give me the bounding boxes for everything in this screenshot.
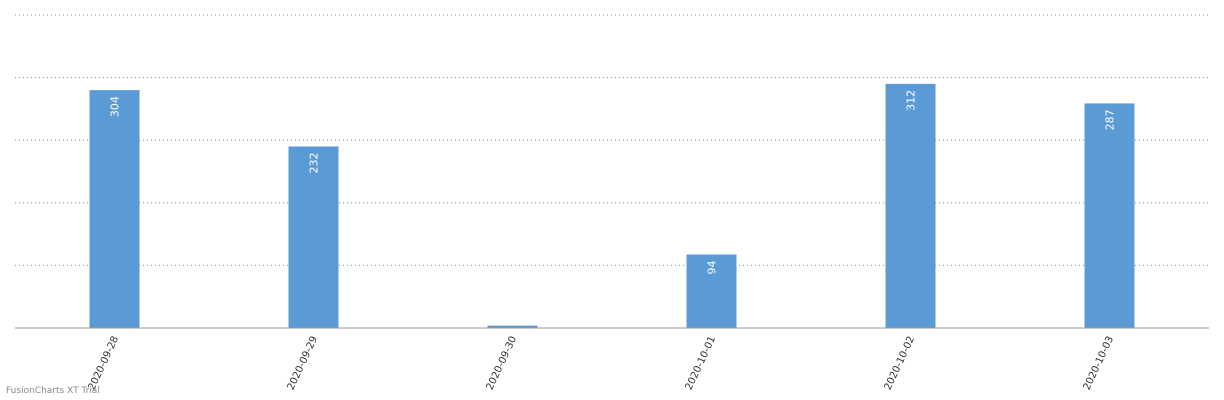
bar-2020-10-01[interactable] xyxy=(686,254,737,328)
data-label: 287 xyxy=(1104,109,1117,130)
watermark-text: FusionCharts XT Trial xyxy=(6,386,100,396)
bar-2020-09-30[interactable] xyxy=(487,325,538,328)
x-tick-label: 2020-09-28 xyxy=(87,335,122,392)
bar-2020-10-02[interactable] xyxy=(885,83,936,328)
bar-2020-09-28[interactable] xyxy=(89,90,140,329)
x-axis-tick-labels: 2020-09-28 2020-09-29 2020-09-30 2020-10-01… xyxy=(87,335,1117,392)
bar-2020-10-03[interactable] xyxy=(1084,103,1135,328)
x-tick-label: 2020-10-02 xyxy=(883,335,918,392)
x-tick-label: 2020-09-29 xyxy=(286,335,321,392)
data-label: 232 xyxy=(308,152,321,173)
x-tick-label: 2020-10-03 xyxy=(1082,335,1117,392)
data-label: 304 xyxy=(109,96,122,117)
data-label: 312 xyxy=(905,90,918,111)
data-label: 94 xyxy=(706,260,719,274)
data-labels: 304 232 94 312 287 xyxy=(109,90,1117,275)
gridlines xyxy=(15,14,1209,266)
bar-2020-09-29[interactable] xyxy=(288,146,339,328)
bars xyxy=(89,83,1135,329)
x-tick-label: 2020-09-30 xyxy=(485,335,520,392)
x-tick-label: 2020-10-01 xyxy=(684,335,719,392)
